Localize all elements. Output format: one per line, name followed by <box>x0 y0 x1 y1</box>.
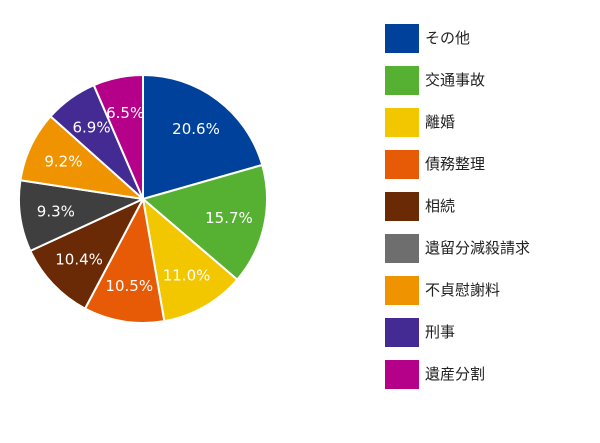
legend-label: その他 <box>425 29 471 47</box>
legend-item-9: 遺産分割 <box>385 360 530 402</box>
slice-value-label-7: 9.2% <box>44 152 82 170</box>
legend-label: 債務整理 <box>425 155 486 173</box>
legend-item-8: 刑事 <box>385 318 530 360</box>
slice-value-label-9: 6.5% <box>106 104 144 122</box>
legend-swatch <box>385 360 419 389</box>
legend-swatch <box>385 24 419 53</box>
legend-label: 相続 <box>425 197 456 215</box>
pie-chart: 20.6% 15.7% 11.0% 10.5%10.4% 9.3% 9.2% 6.9%6.5… <box>18 74 268 324</box>
legend-label: 遺留分減殺請求 <box>425 239 531 257</box>
pie-slice-1 <box>142 74 264 200</box>
legend-item-2: 交通事故 <box>385 66 530 108</box>
legend-item-4: 債務整理 <box>385 150 530 192</box>
legend-item-7: 不貞慰謝料 <box>385 276 530 318</box>
pie-slices <box>18 74 268 324</box>
legend-swatch <box>385 108 419 137</box>
slice-value-label-5: 10.4% <box>55 250 103 268</box>
legend-label: 遺産分割 <box>425 365 486 383</box>
legend-item-3: 離婚 <box>385 108 530 150</box>
slice-value-label-2: 15.7% <box>205 209 253 227</box>
pie-slice-5 <box>29 198 144 310</box>
pie-slice-3 <box>142 198 239 323</box>
legend-swatch <box>385 276 419 305</box>
slice-value-label-8: 6.9% <box>72 119 110 137</box>
pie-slice-9 <box>92 74 144 200</box>
legend: その他交通事故離婚債務整理相続遺留分減殺請求 不貞慰謝料刑事遺産分割 <box>385 24 530 402</box>
legend-label: 不貞慰謝料 <box>425 281 501 299</box>
legend-label: 離婚 <box>425 113 456 131</box>
pie-slice-4 <box>84 198 166 324</box>
legend-swatch <box>385 192 419 221</box>
legend-swatch <box>385 150 419 179</box>
pie-slice-2 <box>142 164 268 281</box>
slice-value-label-6: 9.3% <box>37 202 75 220</box>
slice-value-label-3: 11.0% <box>163 266 211 284</box>
legend-item-5: 相続 <box>385 192 530 234</box>
legend-item-6: 遺留分減殺請求 <box>385 234 530 276</box>
legend-item-1: その他 <box>385 24 530 66</box>
slice-value-label-1: 20.6% <box>172 120 220 138</box>
legend-swatch <box>385 234 419 263</box>
pie-slice-labels: 20.6% 15.7% 11.0% 10.5%10.4% 9.3% 9.2% 6.9%6.5… <box>37 104 253 295</box>
legend-swatch <box>385 66 419 95</box>
legend-swatch <box>385 318 419 347</box>
slice-value-label-4: 10.5% <box>105 277 153 295</box>
legend-label: 交通事故 <box>425 71 486 89</box>
legend-label: 刑事 <box>425 323 456 341</box>
